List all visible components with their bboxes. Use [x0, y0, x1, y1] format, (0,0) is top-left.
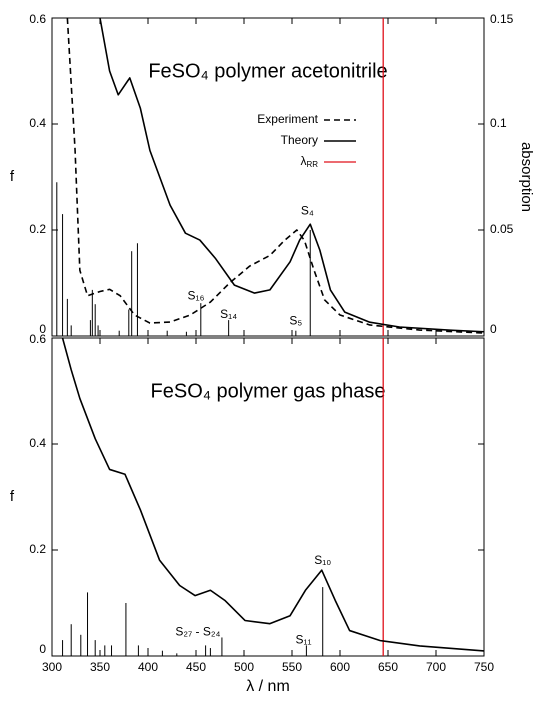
x-tick-label: 750	[474, 660, 494, 674]
series-line	[66, 18, 484, 334]
y-tick-label: 0	[39, 642, 46, 656]
annotation: S₁₆	[188, 288, 205, 302]
x-tick-label: 700	[426, 660, 446, 674]
legend-label: Experiment	[257, 112, 318, 126]
x-tick-label: 600	[330, 660, 350, 674]
y2-axis-label: absorption	[518, 142, 535, 212]
y-tick-label: 0.2	[29, 542, 46, 556]
annotation: S₁₄	[220, 307, 237, 321]
y-tick-label: 0.6	[29, 332, 46, 346]
chart-title: FeSO₄ polymer acetonitrile	[148, 60, 387, 82]
annotation: S₁₁	[295, 632, 311, 646]
y-tick-label: 0.4	[29, 116, 46, 130]
plot-area	[52, 18, 484, 336]
annotation: S₄	[301, 204, 314, 218]
y-axis-label: f	[10, 488, 15, 505]
y2-tick-label: 0.15	[490, 12, 514, 26]
x-axis-label: λ / nm	[246, 678, 290, 695]
legend-label-sub: RR	[306, 160, 318, 169]
y-tick-label: 0.2	[29, 222, 46, 236]
legend-label: λRR	[300, 154, 318, 169]
plot-frame	[51, 337, 485, 657]
x-tick-label: 650	[378, 660, 398, 674]
series-line	[99, 18, 484, 333]
y-tick-label: 0	[39, 322, 46, 336]
annotation: S₅	[289, 313, 302, 327]
y2-tick-label: 0.1	[490, 116, 507, 130]
y-tick-label: 0.6	[29, 12, 46, 26]
chart-title: FeSO₄ polymer gas phase	[151, 380, 386, 402]
x-tick-label: 400	[138, 660, 158, 674]
x-tick-label: 500	[234, 660, 254, 674]
plot-frame	[51, 17, 485, 337]
plot-area	[52, 338, 484, 656]
x-tick-label: 450	[186, 660, 206, 674]
legend-label-main: λ	[300, 154, 306, 168]
annotation: S₁₀	[314, 553, 331, 567]
y-tick-label: 0.4	[29, 436, 46, 450]
annotation: S₂₇ - S₂₄	[175, 624, 220, 638]
y2-tick-label: 0.05	[490, 222, 514, 236]
x-tick-label: 350	[90, 660, 110, 674]
x-tick-label: 550	[282, 660, 302, 674]
series-line	[61, 338, 484, 652]
y-axis-label: f	[10, 168, 15, 185]
x-tick-label: 300	[42, 660, 62, 674]
legend-label: Theory	[281, 133, 318, 147]
y2-tick-label: 0	[490, 322, 497, 336]
